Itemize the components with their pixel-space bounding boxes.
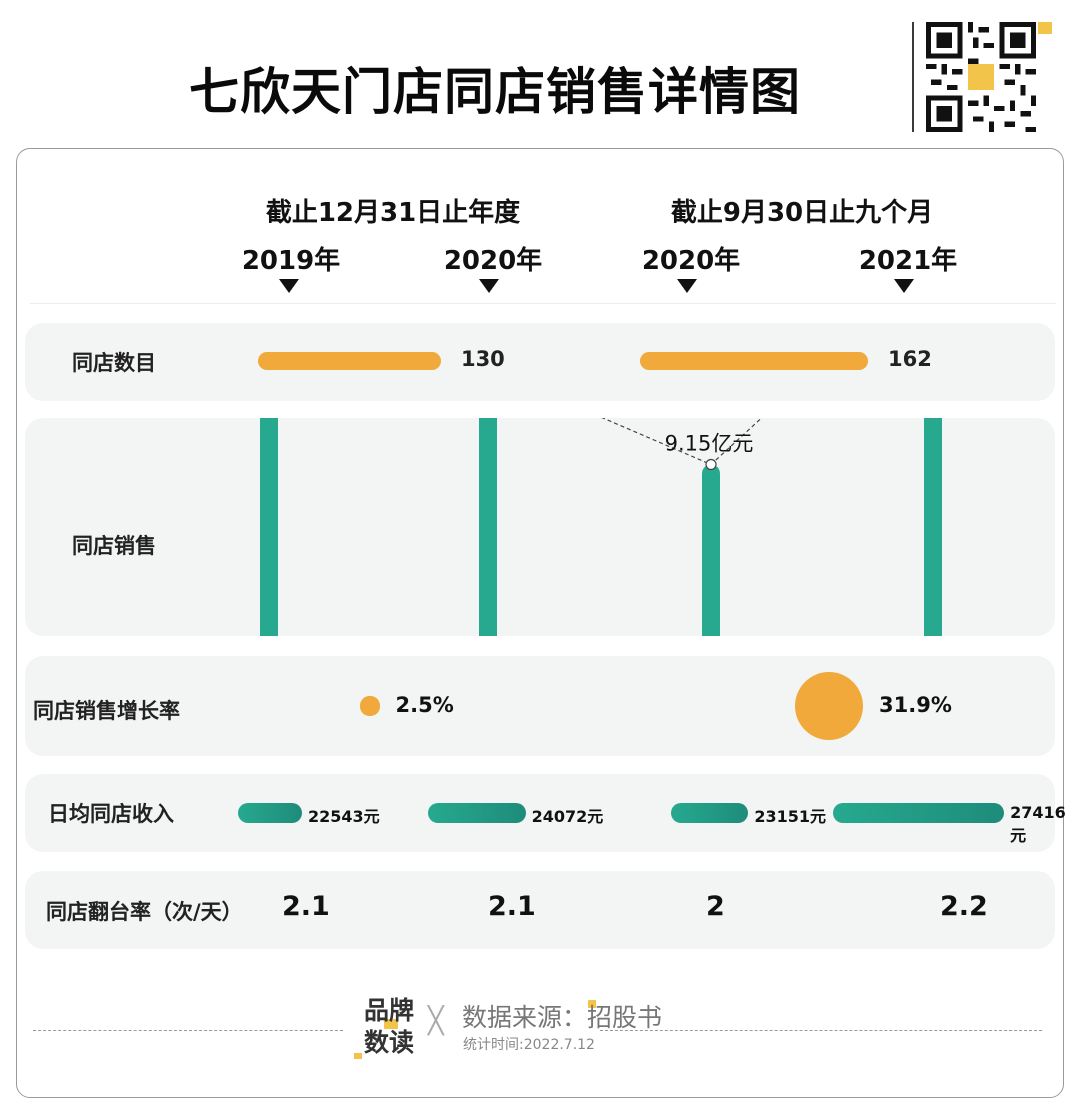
sales-bar — [702, 464, 720, 636]
row-band-store-count — [25, 323, 1055, 401]
qr-code-icon — [926, 22, 1036, 132]
row-label-sales: 同店销售 — [72, 534, 156, 558]
turnover-value: 2.1 — [488, 891, 536, 922]
daily-revenue-value: 23151元 — [754, 807, 826, 826]
growth-dot — [360, 696, 380, 716]
growth-value: 31.9% — [879, 693, 952, 717]
row-label-daily: 日均同店收入 — [48, 802, 174, 826]
sales-point — [705, 458, 717, 471]
growth-value: 2.5% — [395, 693, 454, 717]
store-count-value: 162 — [888, 347, 932, 371]
growth-dot — [795, 672, 863, 740]
year-label-2021: 2021年 — [858, 246, 958, 276]
footer-dash-left — [33, 1030, 343, 1031]
period-label-annual: 截止12月31日止年度 — [265, 198, 521, 228]
down-triangle-icon — [479, 279, 499, 293]
daily-revenue-value: 22543元 — [307, 807, 380, 826]
turnover-value: 2.2 — [940, 891, 988, 922]
sales-value-label: 9.15亿元 — [665, 432, 754, 456]
sales-bar — [924, 418, 942, 636]
row-band-turnover — [25, 871, 1055, 949]
qr-corner-tag — [1038, 22, 1052, 34]
year-label-2020b: 2020年 — [641, 246, 741, 276]
daily-revenue-bar — [428, 803, 526, 823]
daily-revenue-value: 27416元 — [1010, 803, 1066, 845]
brand-accent — [354, 1053, 362, 1059]
store-count-bar — [258, 352, 441, 370]
sales-bar — [479, 418, 497, 636]
turnover-value: 2.1 — [282, 891, 330, 922]
store-count-bar — [640, 352, 868, 370]
turnover-value: 2 — [706, 891, 725, 922]
period-label-nine-months: 截止9月30日止九个月 — [670, 198, 934, 228]
sales-chart: 10.26亿元10.52亿元9.15亿元12.07亿元 — [260, 418, 942, 636]
footer-dash-right — [600, 1030, 1042, 1031]
daily-revenue-bar — [671, 803, 749, 823]
header-divider — [30, 303, 1056, 304]
daily-revenue-bar — [833, 803, 1005, 823]
year-label-2019: 2019年 — [241, 246, 341, 276]
sales-bar — [260, 418, 278, 636]
sales-trend-line — [601, 418, 763, 466]
brand-name-line1: 品牌 — [364, 996, 415, 1025]
year-label-2020a: 2020年 — [443, 246, 543, 276]
daily-revenue-value: 24072元 — [531, 807, 604, 826]
row-band-sales — [25, 418, 1055, 636]
down-triangle-icon — [677, 279, 697, 293]
separator-icon: ╳ — [428, 1006, 444, 1036]
data-source: 数据来源：招股书 — [462, 1003, 663, 1032]
down-triangle-icon — [279, 279, 299, 293]
daily-revenue-bar — [238, 803, 302, 823]
row-label-store-count: 同店数目 — [72, 351, 156, 375]
row-band-growth — [25, 656, 1055, 756]
row-label-growth: 同店销售增长率 — [33, 699, 180, 723]
source-accent — [588, 1000, 596, 1008]
stat-time: 统计时间:2022.7.12 — [463, 1037, 595, 1053]
down-triangle-icon — [894, 279, 914, 293]
store-count-value: 130 — [460, 347, 505, 371]
brand-accent — [384, 1019, 398, 1029]
title-divider — [912, 22, 914, 132]
page-title: 七欣天门店同店销售详情图 — [189, 63, 801, 121]
brand-name-line2: 数读 — [364, 1028, 415, 1057]
row-label-turnover: 同店翻台率（次/天） — [46, 900, 243, 924]
